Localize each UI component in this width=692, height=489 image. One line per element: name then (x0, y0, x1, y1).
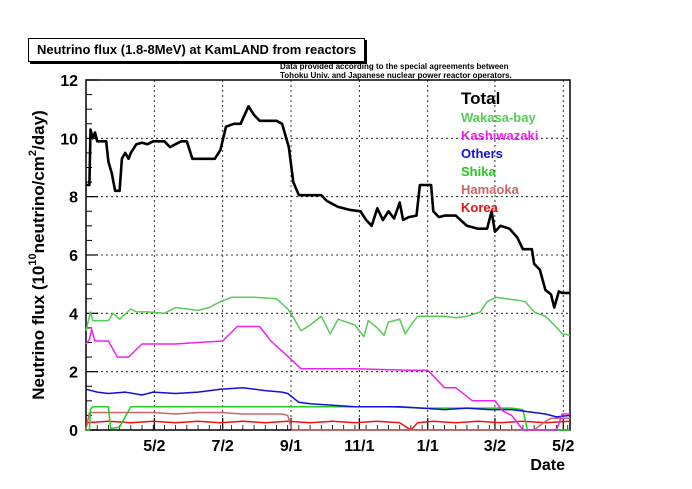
series-line-kashiwazaki (85, 325, 570, 431)
series-lines (85, 105, 571, 431)
y-axis-label-exp: 10 (27, 253, 39, 265)
legend-entry-wakasa-bay: Wakasa-bay (461, 110, 536, 125)
y-tick-label: 2 (69, 365, 78, 382)
x-tick-label: 3/2 (484, 438, 506, 455)
legend-entry-hamaoka: Hamaoka (461, 182, 520, 197)
legend-entry-shika: Shika (461, 164, 496, 179)
series-line-korea (85, 420, 571, 431)
legend-entry-kashiwazaki: Kashiwazaki (461, 128, 538, 143)
legend-entry-korea: Korea (461, 200, 499, 215)
series-line-shika (86, 405, 570, 431)
legend: Total Wakasa-bay Kashiwazaki Others Shika Ham… (461, 89, 538, 215)
note-line-2: Tohoku Univ. and Japanese nuclear power … (280, 71, 512, 80)
series-line-others (85, 386, 571, 418)
y-tick-label: 8 (69, 190, 78, 207)
y-axis-label-end: /day) (29, 110, 48, 150)
y-tick-label: 4 (69, 306, 78, 323)
y-tick-label: 0 (69, 423, 78, 440)
x-tick-label: 5/2 (552, 438, 574, 455)
x-tick-label: 7/2 (212, 438, 234, 455)
series-line-wakasa-bay (85, 296, 571, 338)
x-axis-label: Date (530, 457, 565, 474)
x-tick-label: 5/2 (143, 438, 165, 455)
y-axis-label-exp2: 2 (27, 150, 39, 156)
series-line-hamaoka (85, 411, 570, 431)
y-axis-label-main: Neutrino flux (10 (29, 266, 48, 400)
x-tick-label: 11/1 (344, 438, 374, 455)
legend-entry-total: Total (461, 89, 500, 108)
y-tick-label: 10 (60, 131, 78, 148)
legend-entry-others: Others (461, 146, 503, 161)
series-line-total (86, 105, 570, 309)
x-tick-label: 9/1 (280, 438, 302, 455)
y-axis-label: Neutrino flux (1010neutrino/cm2/day) (27, 110, 48, 399)
chart-title: Neutrino flux (1.8-8MeV) at KamLAND from… (28, 38, 366, 62)
y-tick-label: 6 (69, 248, 78, 265)
y-axis-label-mid: neutrino/cm (29, 156, 48, 253)
note-line-1: Data provided according to the special a… (280, 62, 509, 71)
grid (86, 80, 570, 430)
x-tick-label: 1/1 (417, 438, 439, 455)
y-tick-label: 12 (60, 73, 78, 90)
